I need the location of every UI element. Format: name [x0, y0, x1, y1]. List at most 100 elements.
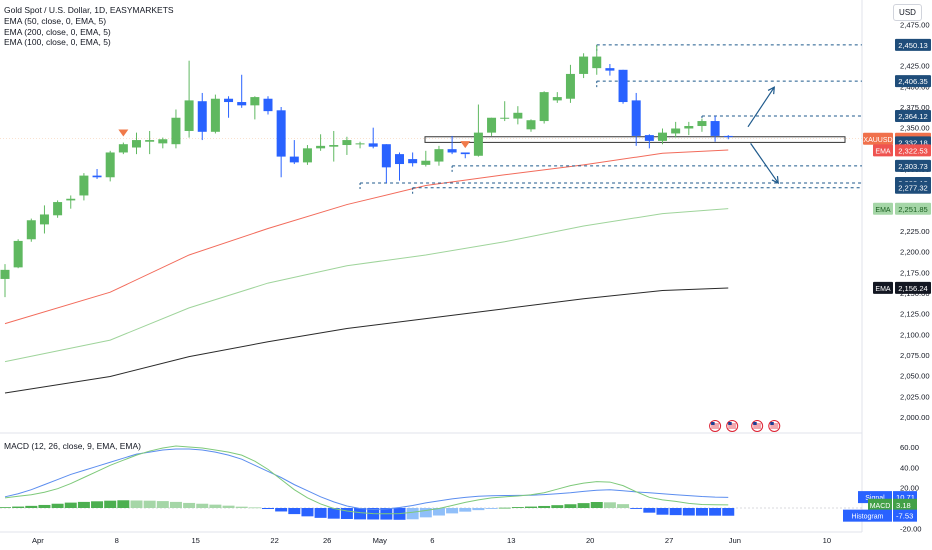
macd-name-text: MACD [870, 503, 891, 510]
macd-name-text: Histogram [852, 514, 884, 521]
macd-histogram-bar [130, 500, 143, 508]
time-axis-tick-label: 6 [430, 536, 434, 545]
price-axis-tick-label: 2,475.00 [900, 20, 930, 29]
macd-histogram-bar [722, 508, 735, 516]
chart-legend: Gold Spot / U.S. Dollar, 1D, EASYMARKETS… [4, 5, 174, 48]
macd-value-text: 10.71 [896, 493, 915, 502]
macd-histogram-bar [340, 508, 353, 519]
macd-histogram-bar [301, 508, 314, 517]
price-axis-tick-label: 2,200.00 [900, 248, 930, 257]
candle-body [237, 102, 247, 106]
resistance-zone-box [424, 136, 846, 143]
macd-value-text: -7.53 [896, 512, 913, 521]
price-label-text: 2,332.18 [898, 138, 928, 147]
price-axis-tick-label: 2,375.00 [900, 103, 930, 112]
candle-body [408, 159, 418, 164]
candle-body [421, 160, 431, 165]
macd-histogram-bar [525, 506, 537, 508]
macd-line [4, 448, 729, 511]
macd-value-label: 3.18 MACD [868, 498, 917, 511]
arrow-shaft [747, 86, 775, 128]
macd-histogram-bar [196, 503, 209, 508]
time-axis-tick-label: Apr [32, 536, 44, 545]
arrow-head [771, 176, 779, 185]
price-label-box [895, 144, 931, 157]
price-label-text: 2,322.53 [898, 146, 928, 155]
candle-body [132, 140, 141, 148]
candle-body [316, 145, 326, 149]
price-label-prefix-text: EMA [875, 286, 891, 293]
price-label-text: 2,251.85 [898, 205, 928, 214]
candle-body [342, 140, 352, 146]
macd-value-label: -7.53 Histogram [843, 509, 917, 522]
macd-axis-tick-label: 40.00 [900, 463, 919, 472]
macd-histogram-bar [419, 508, 432, 518]
economic-event-flag-icon [726, 420, 739, 432]
candle-body [526, 120, 536, 130]
candle-body [539, 92, 549, 122]
price-label-prefix-text: EMA [875, 148, 891, 155]
price-axis-tick-label: 2,075.00 [900, 351, 930, 360]
candle-body [644, 135, 654, 141]
candle-body [302, 148, 312, 163]
macd-histogram-bar [643, 508, 656, 513]
macd-histogram-bar [617, 504, 630, 508]
price-label-prefix-box [873, 144, 893, 157]
price-axis-tick-label: 2,225.00 [900, 227, 930, 236]
candle-body [39, 214, 49, 225]
macd-histogram-bar [603, 502, 616, 508]
macd-histogram-bar [498, 507, 511, 509]
candle-body [79, 175, 89, 196]
candle-body [184, 100, 194, 131]
macd-histogram-bar [0, 507, 11, 508]
candle-body [381, 144, 391, 168]
macd-histogram-bar [288, 508, 301, 515]
economic-event-flag-icon [768, 420, 781, 432]
price-axis-tick-label: 2,125.00 [900, 310, 930, 319]
candle-body [565, 73, 575, 99]
candle-body [500, 117, 510, 119]
macd-histogram-bar [77, 501, 90, 508]
indicator-ema50: EMA (50, close, 0, EMA, 5) [4, 15, 107, 26]
macd-indicator-title: MACD (12, 26, close, 9, EMA, EMA) [4, 441, 141, 451]
candle-body [92, 175, 102, 178]
price-label-text: 2,277.32 [898, 184, 928, 193]
candle-body [605, 68, 615, 71]
macd-histogram-bar [314, 508, 327, 518]
macd-histogram-bar [38, 504, 51, 508]
price-label-box [895, 159, 931, 172]
price-axis-tick-label: 2,425.00 [900, 62, 930, 71]
candle-body [473, 132, 483, 156]
economic-event-flag-icon [751, 420, 764, 432]
price-label-text: 2,450.13 [898, 41, 928, 50]
price-axis-tick-label: 2,350.00 [900, 124, 930, 133]
macd-histogram-bar [235, 506, 248, 508]
macd-histogram-bar [446, 508, 459, 514]
macd-name-box [843, 509, 892, 522]
macd-histogram-bar [248, 507, 261, 509]
price-label-box [895, 281, 931, 294]
macd-histogram-bar [12, 506, 25, 508]
macd-histogram-bar [104, 500, 117, 508]
economic-event-flag-icon [709, 420, 722, 432]
ema50-line [4, 149, 729, 325]
candle-body [329, 145, 339, 147]
symbol-title: Gold Spot / U.S. Dollar, 1D, EASYMARKETS [4, 5, 174, 15]
candle-body [710, 121, 720, 136]
macd-histogram-bar [432, 508, 445, 516]
price-axis-tick-label: 2,175.00 [900, 268, 930, 277]
flag-canton [753, 422, 757, 425]
candle-body [618, 69, 628, 103]
macd-histogram-bar [485, 508, 498, 509]
price-label-guide: 2,406.35 [895, 75, 931, 88]
macd-histogram-bar [275, 508, 288, 512]
time-axis-tick-label: 8 [115, 536, 119, 545]
price-label-text: 2,364.12 [898, 112, 928, 121]
candle-body [487, 117, 497, 133]
macd-histogram-bar [472, 508, 485, 511]
price-label-guide: 2,303.73 [895, 159, 931, 172]
candle-body [197, 101, 207, 132]
currency-button[interactable]: USD [893, 4, 922, 21]
price-label-box [895, 109, 931, 122]
